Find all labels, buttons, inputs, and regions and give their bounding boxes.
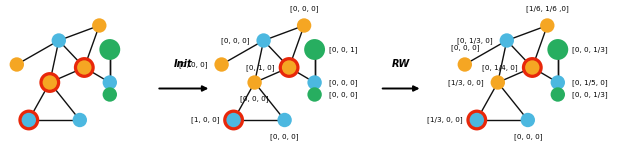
Circle shape <box>525 60 540 75</box>
Text: [1/3, 0, 0]: [1/3, 0, 0] <box>447 79 483 86</box>
Text: [0, 1/5, 0]: [0, 1/5, 0] <box>572 79 608 86</box>
Text: [0, 0, 1/3]: [0, 0, 1/3] <box>572 91 608 98</box>
Circle shape <box>43 75 57 90</box>
Circle shape <box>547 39 568 60</box>
Text: [1/3, 0, 0]: [1/3, 0, 0] <box>427 117 462 123</box>
Circle shape <box>248 75 262 90</box>
Circle shape <box>102 87 117 102</box>
Circle shape <box>282 60 296 75</box>
Circle shape <box>257 33 271 48</box>
Text: [0, 0, 0]: [0, 0, 0] <box>221 37 249 44</box>
Text: [1/6, 1/6 ,0]: [1/6, 1/6 ,0] <box>526 6 569 12</box>
Text: [0, 1/4, 0]: [0, 1/4, 0] <box>482 64 518 71</box>
Circle shape <box>540 18 554 33</box>
Circle shape <box>99 39 120 60</box>
Circle shape <box>304 39 325 60</box>
Circle shape <box>550 42 565 57</box>
Circle shape <box>223 110 244 130</box>
Circle shape <box>22 113 36 127</box>
Circle shape <box>102 42 117 57</box>
Circle shape <box>10 57 24 72</box>
Circle shape <box>500 33 514 48</box>
Text: [0, 0, 0]: [0, 0, 0] <box>329 91 358 98</box>
Circle shape <box>39 72 60 93</box>
Text: [0, 0, 0]: [0, 0, 0] <box>241 96 269 102</box>
Text: [0, 0, 0]: [0, 0, 0] <box>270 133 299 140</box>
Circle shape <box>458 57 472 72</box>
Circle shape <box>102 75 117 90</box>
Circle shape <box>550 75 565 90</box>
Text: [0, 1, 0]: [0, 1, 0] <box>246 64 275 71</box>
Circle shape <box>77 60 92 75</box>
Circle shape <box>52 33 66 48</box>
Text: RW: RW <box>392 59 410 69</box>
Circle shape <box>522 57 543 78</box>
Circle shape <box>491 75 505 90</box>
Text: [0, 0, 0]: [0, 0, 0] <box>513 133 542 140</box>
Text: [0, 0, 1/3]: [0, 0, 1/3] <box>572 46 608 53</box>
Circle shape <box>297 18 311 33</box>
Circle shape <box>470 113 484 127</box>
Circle shape <box>72 113 87 127</box>
Text: [0, 0, 0]: [0, 0, 0] <box>451 45 479 51</box>
Circle shape <box>227 113 241 127</box>
Circle shape <box>550 87 565 102</box>
Circle shape <box>277 113 292 127</box>
Circle shape <box>214 57 229 72</box>
Text: [0, 0, 1]: [0, 0, 1] <box>329 46 358 53</box>
Text: [0, 0, 0]: [0, 0, 0] <box>329 79 358 86</box>
Text: [1, 0, 0]: [1, 0, 0] <box>191 117 219 123</box>
Text: Init: Init <box>174 59 193 69</box>
Circle shape <box>307 75 322 90</box>
Circle shape <box>74 57 95 78</box>
Circle shape <box>278 57 300 78</box>
Circle shape <box>92 18 106 33</box>
Circle shape <box>520 113 535 127</box>
Text: [0, 0, 0]: [0, 0, 0] <box>179 61 207 68</box>
Circle shape <box>307 42 322 57</box>
Text: [0, 1/3, 0]: [0, 1/3, 0] <box>457 37 492 44</box>
Text: [0, 0, 0]: [0, 0, 0] <box>290 6 318 12</box>
Circle shape <box>467 110 487 130</box>
Circle shape <box>307 87 322 102</box>
Circle shape <box>19 110 39 130</box>
